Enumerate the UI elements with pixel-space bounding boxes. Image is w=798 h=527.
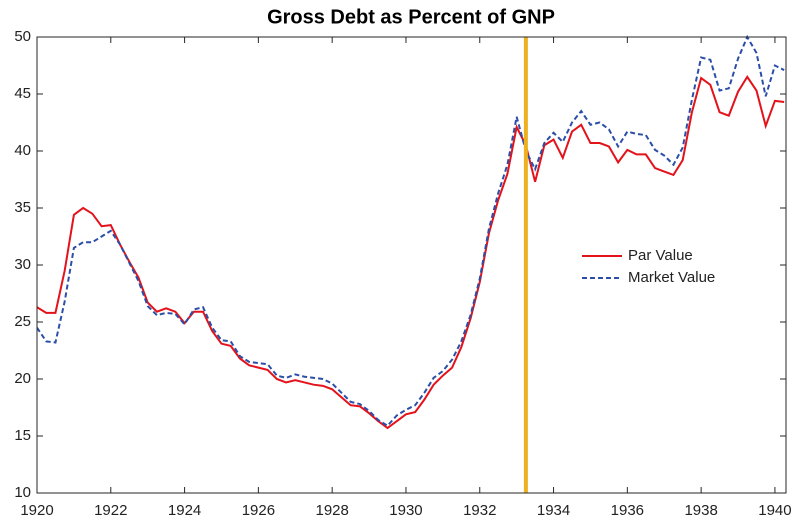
x-tick-label: 1922: [94, 502, 127, 519]
y-tick-label: 25: [14, 313, 31, 330]
y-tick-label: 35: [14, 199, 31, 216]
x-tick-label: 1932: [463, 502, 496, 519]
y-tick-label: 40: [14, 142, 31, 159]
x-tick-label: 1938: [684, 502, 717, 519]
x-tick-label: 1926: [242, 502, 275, 519]
legend-label: Market Value: [628, 269, 715, 286]
y-tick-label: 45: [14, 85, 31, 102]
x-tick-label: 1928: [315, 502, 348, 519]
x-tick-label: 1934: [537, 502, 570, 519]
x-tick-label: 1920: [20, 502, 53, 519]
y-tick-label: 20: [14, 370, 31, 387]
y-tick-label: 10: [14, 484, 31, 501]
data-line: [37, 35, 785, 428]
y-tick-label: 50: [14, 28, 31, 45]
y-tick-label: 30: [14, 256, 31, 273]
y-tick-label: 15: [14, 427, 31, 444]
x-tick-label: 1940: [758, 502, 791, 519]
x-tick-label: 1936: [611, 502, 644, 519]
chart-title: Gross Debt as Percent of GNP: [267, 6, 555, 28]
legend-label: Par Value: [628, 247, 693, 264]
x-tick-label: 1930: [389, 502, 422, 519]
plot-frame: [36, 36, 787, 494]
x-tick-label: 1924: [168, 502, 201, 519]
data-line: [37, 75, 785, 430]
